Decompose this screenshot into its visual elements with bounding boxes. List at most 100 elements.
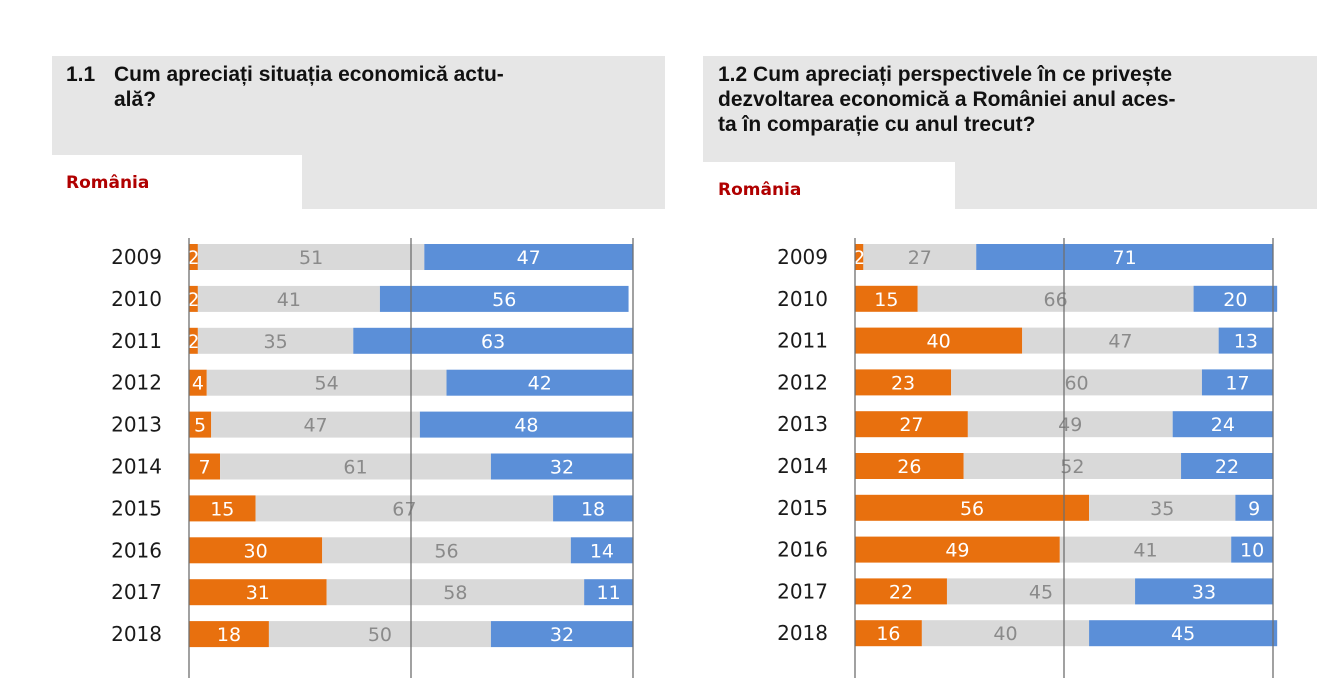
bar-segment <box>584 579 633 606</box>
data-label: 35 <box>263 331 287 353</box>
data-label: 2 <box>187 331 199 353</box>
bar-segment <box>963 453 1182 479</box>
data-label: 32 <box>550 457 574 479</box>
data-label: 32 <box>550 624 574 646</box>
data-label: 61 <box>343 457 367 479</box>
category-label: 2017 <box>777 579 828 603</box>
data-label: 10 <box>1240 540 1264 562</box>
category-label: 2014 <box>777 454 828 478</box>
category-label: 2013 <box>111 413 162 437</box>
category-label: 2014 <box>111 455 162 479</box>
data-label: 58 <box>443 582 467 604</box>
category-label: 2012 <box>111 371 162 395</box>
bar-segment <box>967 411 1173 438</box>
category-label: 2017 <box>111 580 162 604</box>
bar-segment <box>921 620 1090 647</box>
category-label: 2018 <box>777 621 828 645</box>
bar-segment <box>855 285 918 312</box>
data-label: 41 <box>277 289 301 311</box>
chart-2: 2009 2 27 71 2010 15 66 20 2011 40 47 13 2012 23 60 17 2… <box>777 238 1278 678</box>
data-label: 42 <box>528 373 552 395</box>
bar-segment <box>189 621 269 648</box>
data-label: 63 <box>481 331 505 353</box>
data-label: 14 <box>590 540 614 562</box>
category-label: 2010 <box>777 287 828 311</box>
data-label: 56 <box>434 540 458 562</box>
bar-segment <box>353 327 633 354</box>
bar-segment <box>490 453 633 480</box>
bar-segment <box>855 578 947 605</box>
data-label: 4 <box>192 373 204 395</box>
category-label: 2015 <box>777 496 828 520</box>
data-label: 18 <box>581 498 605 520</box>
bar-segment <box>855 327 1023 354</box>
bar-segment <box>197 327 354 354</box>
bar-segment <box>1231 536 1273 563</box>
data-label: 16 <box>876 623 900 645</box>
data-label: 52 <box>1060 456 1084 478</box>
bar-segment <box>1135 578 1273 605</box>
panel-2-title-line-2: dezvoltarea economică a României anul ac… <box>718 88 1176 111</box>
bar-segment <box>322 537 571 564</box>
bar-segment <box>189 579 327 606</box>
category-label: 2010 <box>111 287 162 311</box>
bar-segment <box>855 244 864 270</box>
data-label: 40 <box>993 623 1017 645</box>
bar-segment <box>951 369 1202 396</box>
data-label: 24 <box>1211 414 1235 436</box>
panel-1-region-label: România <box>66 173 150 193</box>
data-label: 41 <box>1133 540 1157 562</box>
bar-segment <box>855 494 1090 521</box>
bar-segment <box>1022 327 1219 354</box>
bar-segment <box>1201 369 1273 396</box>
bar-segment <box>855 369 952 396</box>
panel-2-title: 1.2 Cum apreciați perspectivele în ce pr… <box>718 62 1318 137</box>
category-label: 2013 <box>777 412 828 436</box>
data-label: 47 <box>517 247 541 269</box>
data-label: 35 <box>1150 498 1174 520</box>
bar-segment <box>379 285 629 312</box>
data-label: 40 <box>927 331 951 353</box>
panel-2-title-line-1: Cum apreciați perspectivele în ce priveș… <box>753 63 1173 86</box>
bar-segment <box>197 244 425 270</box>
bar-segment <box>1059 536 1232 563</box>
panel-1-title-line-1: Cum apreciați situația economică actu- <box>114 63 504 86</box>
data-label: 15 <box>210 498 234 520</box>
panel-2-number: 1.2 <box>718 63 748 86</box>
data-label: 49 <box>1058 414 1082 436</box>
data-label: 7 <box>198 457 210 479</box>
category-label: 2018 <box>111 622 162 646</box>
bar-segment <box>189 537 323 564</box>
bar-segment <box>570 537 633 564</box>
category-label: 2011 <box>111 329 162 353</box>
data-label: 33 <box>1192 581 1216 603</box>
bar-segment <box>917 285 1194 312</box>
data-label: 66 <box>1044 289 1068 311</box>
data-label: 48 <box>514 415 538 437</box>
bar-segment <box>189 453 221 480</box>
bar-segment <box>206 369 447 396</box>
bar-segment <box>490 621 633 648</box>
bar-segment <box>189 327 198 354</box>
data-label: 31 <box>246 582 270 604</box>
bar-segment <box>419 411 633 438</box>
data-label: 5 <box>194 415 206 437</box>
panel-1-title: 1.1 Cum apreciați situația economică actu… <box>66 62 656 112</box>
bar-segment <box>553 495 633 522</box>
category-label: 2009 <box>777 245 828 269</box>
bar-segment <box>855 411 968 438</box>
bar-segment <box>855 620 922 647</box>
data-label: 17 <box>1225 372 1249 394</box>
data-label: 51 <box>299 247 323 269</box>
bar-segment <box>855 536 1060 563</box>
data-label: 15 <box>874 289 898 311</box>
data-label: 23 <box>891 372 915 394</box>
panel-2-region-mask <box>703 162 955 209</box>
data-label: 2 <box>187 247 199 269</box>
data-label: 60 <box>1064 372 1088 394</box>
bar-segment <box>1235 494 1273 521</box>
data-label: 47 <box>1108 331 1132 353</box>
data-label: 9 <box>1248 498 1260 520</box>
data-label: 26 <box>897 456 921 478</box>
data-label: 47 <box>303 415 327 437</box>
